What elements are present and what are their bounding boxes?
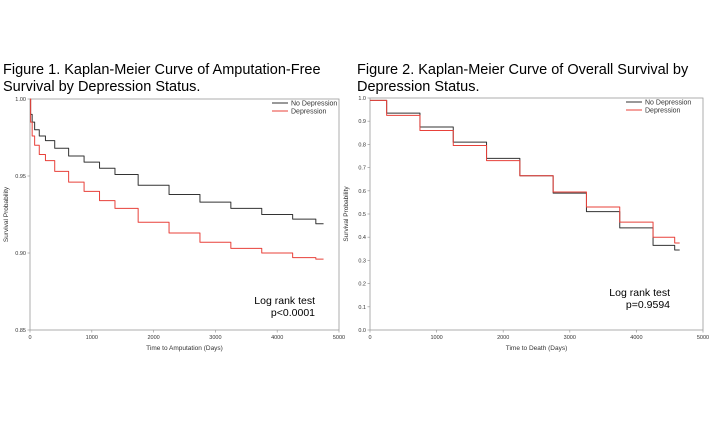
chart2-y-tick-label: 0.5 <box>358 212 366 218</box>
chart1-legend-label-no-depression: No Depression <box>291 100 337 107</box>
chart2-x-tick-label: 2000 <box>497 335 509 341</box>
chart2-legend-label-depression: Depression <box>645 107 681 114</box>
chart2-y-tick-label: 0.2 <box>358 282 366 288</box>
chart1-legend-label-depression: Depression <box>291 108 327 115</box>
chart1-x-tick-label: 5000 <box>333 335 345 341</box>
chart2-y-tick-label: 0.4 <box>358 235 366 241</box>
chart2-y-tick-label: 0.7 <box>358 166 366 172</box>
chart2-x-tick-label: 1000 <box>430 335 442 341</box>
chart2-x-axis-title: Time to Death (Days) <box>506 345 568 352</box>
chart1-annotation-line-1: Log rank test <box>254 295 315 307</box>
kaplan-meier-chart-overall-survival: 0.0 0.1 0.2 0.3 0.4 0.5 0.6 0.7 0.8 0.9 1.0 0 1000 20… <box>343 96 709 352</box>
chart2-y-tick-label: 0.9 <box>358 119 366 125</box>
chart1-y-tick-label: 1.00 <box>15 97 26 103</box>
chart1-y-axis-title: Survival Probability <box>3 186 10 242</box>
chart2-series-line-depression <box>370 99 680 244</box>
chart1-series-line-no-depression <box>30 98 324 225</box>
chart2-y-tick-label: 1.0 <box>358 96 366 102</box>
chart2-annotation-line-1: Log rank test <box>609 287 670 299</box>
chart2-x-tick-label: 0 <box>368 335 371 341</box>
chart1-x-tick-label: 2000 <box>147 335 159 341</box>
chart2-x-tick-label: 5000 <box>697 335 709 341</box>
kaplan-meier-chart-amputation-free: 0.85 0.90 0.95 1.00 0 1000 2000 3000 4000 5000 Tim… <box>3 97 345 352</box>
chart2-y-tick-label: 0.1 <box>358 305 366 311</box>
chart1-x-tick-label: 1000 <box>86 335 98 341</box>
chart2-x-tick-label: 4000 <box>630 335 642 341</box>
figure-1-title: Figure 1. Kaplan-Meier Curve of Amputati… <box>3 62 343 96</box>
chart2-y-tick-label: 0.0 <box>358 328 366 334</box>
chart2-y-tick-label: 0.8 <box>358 142 366 148</box>
figure-1-title-line-2: Survival by Depression Status. <box>3 79 201 95</box>
chart1-x-tick-label: 3000 <box>209 335 221 341</box>
chart2-y-tick-label: 0.6 <box>358 189 366 195</box>
chart2-x-tick-label: 3000 <box>564 335 576 341</box>
chart2-series-line-no-depression <box>370 99 680 251</box>
chart1-y-tick-label: 0.95 <box>15 174 26 180</box>
chart2-annotation-line-2: p=0.9594 <box>626 299 670 311</box>
chart2-y-axis-title: Survival Probability <box>343 186 350 242</box>
figure-1-title-line-1: Figure 1. Kaplan-Meier Curve of Amputati… <box>3 62 321 78</box>
figure-2-title: Figure 2. Kaplan-Meier Curve of Overall … <box>357 62 707 96</box>
chart1-x-tick-label: 4000 <box>271 335 283 341</box>
chart1-y-tick-label: 0.85 <box>15 328 26 334</box>
chart1-x-axis-title: Time to Amputation (Days) <box>146 345 223 352</box>
chart1-plot-frame <box>29 98 340 331</box>
chart1-annotation-line-2: p<0.0001 <box>271 307 315 319</box>
chart1-series-line-depression <box>30 98 324 260</box>
figure-2-title-line-2: Depression Status. <box>357 79 480 95</box>
chart2-y-tick-label: 0.3 <box>358 258 366 264</box>
figure-2-title-line-1: Figure 2. Kaplan-Meier Curve of Overall … <box>357 62 689 78</box>
chart1-y-tick-label: 0.90 <box>15 251 26 257</box>
chart1-x-tick-label: 0 <box>28 335 31 341</box>
chart2-legend-label-no-depression: No Depression <box>645 99 691 106</box>
